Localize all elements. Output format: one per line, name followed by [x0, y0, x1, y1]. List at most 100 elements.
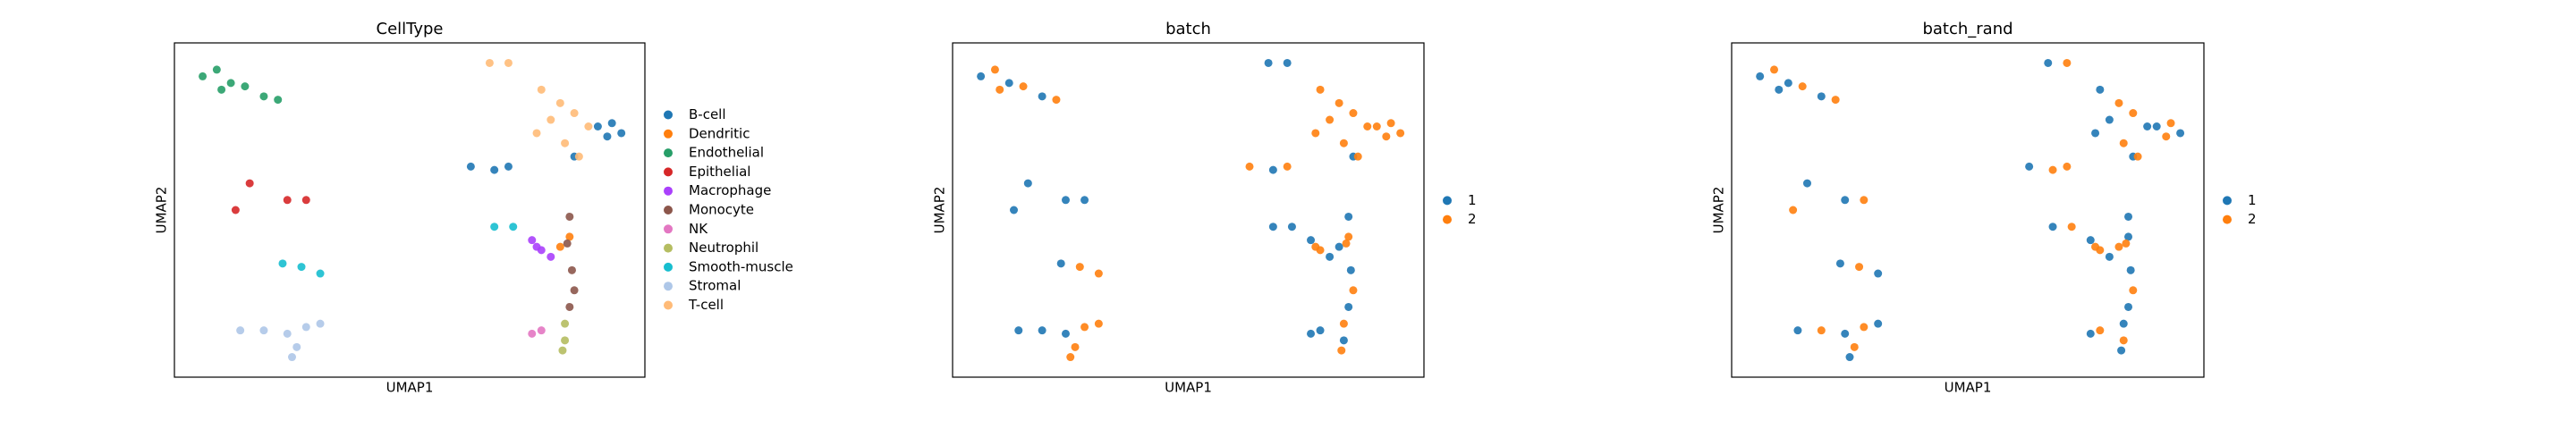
data-point — [1756, 72, 1765, 80]
data-point — [2096, 326, 2105, 335]
data-point — [1770, 65, 1779, 74]
data-point — [1326, 115, 1335, 124]
legend-label: Epithelial — [689, 164, 750, 180]
data-point — [1841, 196, 1850, 205]
data-point — [2166, 119, 2175, 128]
data-point — [1094, 269, 1103, 278]
legend-label: Monocyte — [689, 202, 754, 218]
data-point — [2063, 162, 2072, 171]
data-point — [1860, 196, 1868, 205]
data-point — [509, 223, 518, 231]
legend-label: Neutrophil — [689, 240, 758, 256]
data-point — [1382, 132, 1391, 141]
data-point — [1287, 223, 1296, 231]
data-point — [1283, 58, 1292, 67]
data-point — [1386, 119, 1395, 128]
legend-label: NK — [689, 221, 708, 237]
data-point — [2063, 58, 2072, 67]
data-point — [1010, 206, 1019, 214]
data-point — [2119, 139, 2128, 147]
x-axis-label: UMAP1 — [1945, 380, 1992, 396]
data-point — [555, 242, 564, 251]
data-point — [2143, 122, 2152, 130]
data-point — [1874, 319, 1883, 328]
data-point — [537, 326, 546, 335]
data-point — [1080, 323, 1089, 332]
data-point — [226, 79, 235, 88]
data-point — [565, 302, 574, 311]
legend-marker — [664, 167, 673, 177]
data-point — [532, 129, 541, 138]
data-point — [617, 129, 626, 138]
data-point — [2048, 223, 2057, 231]
data-point — [2122, 239, 2131, 248]
data-point — [1052, 96, 1061, 105]
data-point — [1307, 329, 1316, 338]
data-point — [1831, 96, 1840, 105]
plot-frame — [174, 42, 646, 378]
data-point — [570, 109, 579, 118]
y-axis-label: UMAP2 — [1711, 187, 1727, 234]
data-point — [574, 152, 583, 161]
data-point — [1019, 82, 1028, 91]
legend-marker — [664, 186, 673, 196]
data-point — [1038, 326, 1046, 335]
data-point — [1775, 85, 1784, 94]
data-point — [259, 92, 268, 101]
chart-title: CellType — [377, 20, 444, 38]
data-point — [297, 263, 306, 272]
data-point — [561, 139, 570, 147]
data-point — [1311, 242, 1320, 251]
legend-label: Smooth-muscle — [689, 258, 793, 274]
data-point — [1268, 223, 1277, 231]
data-point — [603, 132, 612, 141]
data-point — [2044, 58, 2053, 67]
data-point — [1353, 152, 1362, 161]
data-point — [259, 326, 268, 335]
data-point — [217, 85, 226, 94]
data-point — [1061, 329, 1070, 338]
data-point — [2126, 265, 2135, 274]
legend-marker — [664, 129, 673, 139]
data-point — [1283, 162, 1292, 171]
data-point — [288, 353, 296, 362]
data-point — [1802, 179, 1811, 188]
data-point — [2114, 98, 2123, 107]
data-point — [231, 206, 240, 214]
data-point — [2119, 319, 2128, 328]
data-point — [563, 239, 572, 248]
legend-marker — [2223, 214, 2232, 224]
legend-label: 1 — [2248, 192, 2257, 208]
data-point — [2124, 212, 2133, 221]
data-point — [561, 319, 570, 328]
data-point — [2162, 132, 2171, 141]
y-axis-label: UMAP2 — [932, 187, 948, 234]
data-point — [2133, 152, 2142, 161]
data-point — [1784, 79, 1792, 88]
data-point — [278, 259, 287, 268]
data-point — [1342, 239, 1351, 248]
data-point — [504, 58, 513, 67]
legend-marker — [664, 148, 673, 158]
data-point — [2117, 346, 2126, 355]
data-point — [1335, 242, 1343, 251]
data-point — [565, 232, 574, 241]
data-point — [283, 329, 292, 338]
data-point — [567, 265, 576, 274]
data-point — [301, 196, 310, 205]
data-point — [1337, 346, 1346, 355]
data-point — [1841, 329, 1850, 338]
data-point — [2124, 302, 2133, 311]
data-point — [1023, 179, 1032, 188]
legend-marker — [2223, 196, 2232, 206]
data-point — [2048, 165, 2057, 174]
data-point — [528, 329, 537, 338]
data-point — [1268, 165, 1277, 174]
data-point — [2124, 232, 2133, 241]
x-axis-label: UMAP1 — [386, 380, 434, 396]
data-point — [1004, 79, 1013, 88]
legend-marker — [664, 110, 673, 120]
data-point — [1066, 353, 1075, 362]
data-point — [2091, 129, 2100, 138]
